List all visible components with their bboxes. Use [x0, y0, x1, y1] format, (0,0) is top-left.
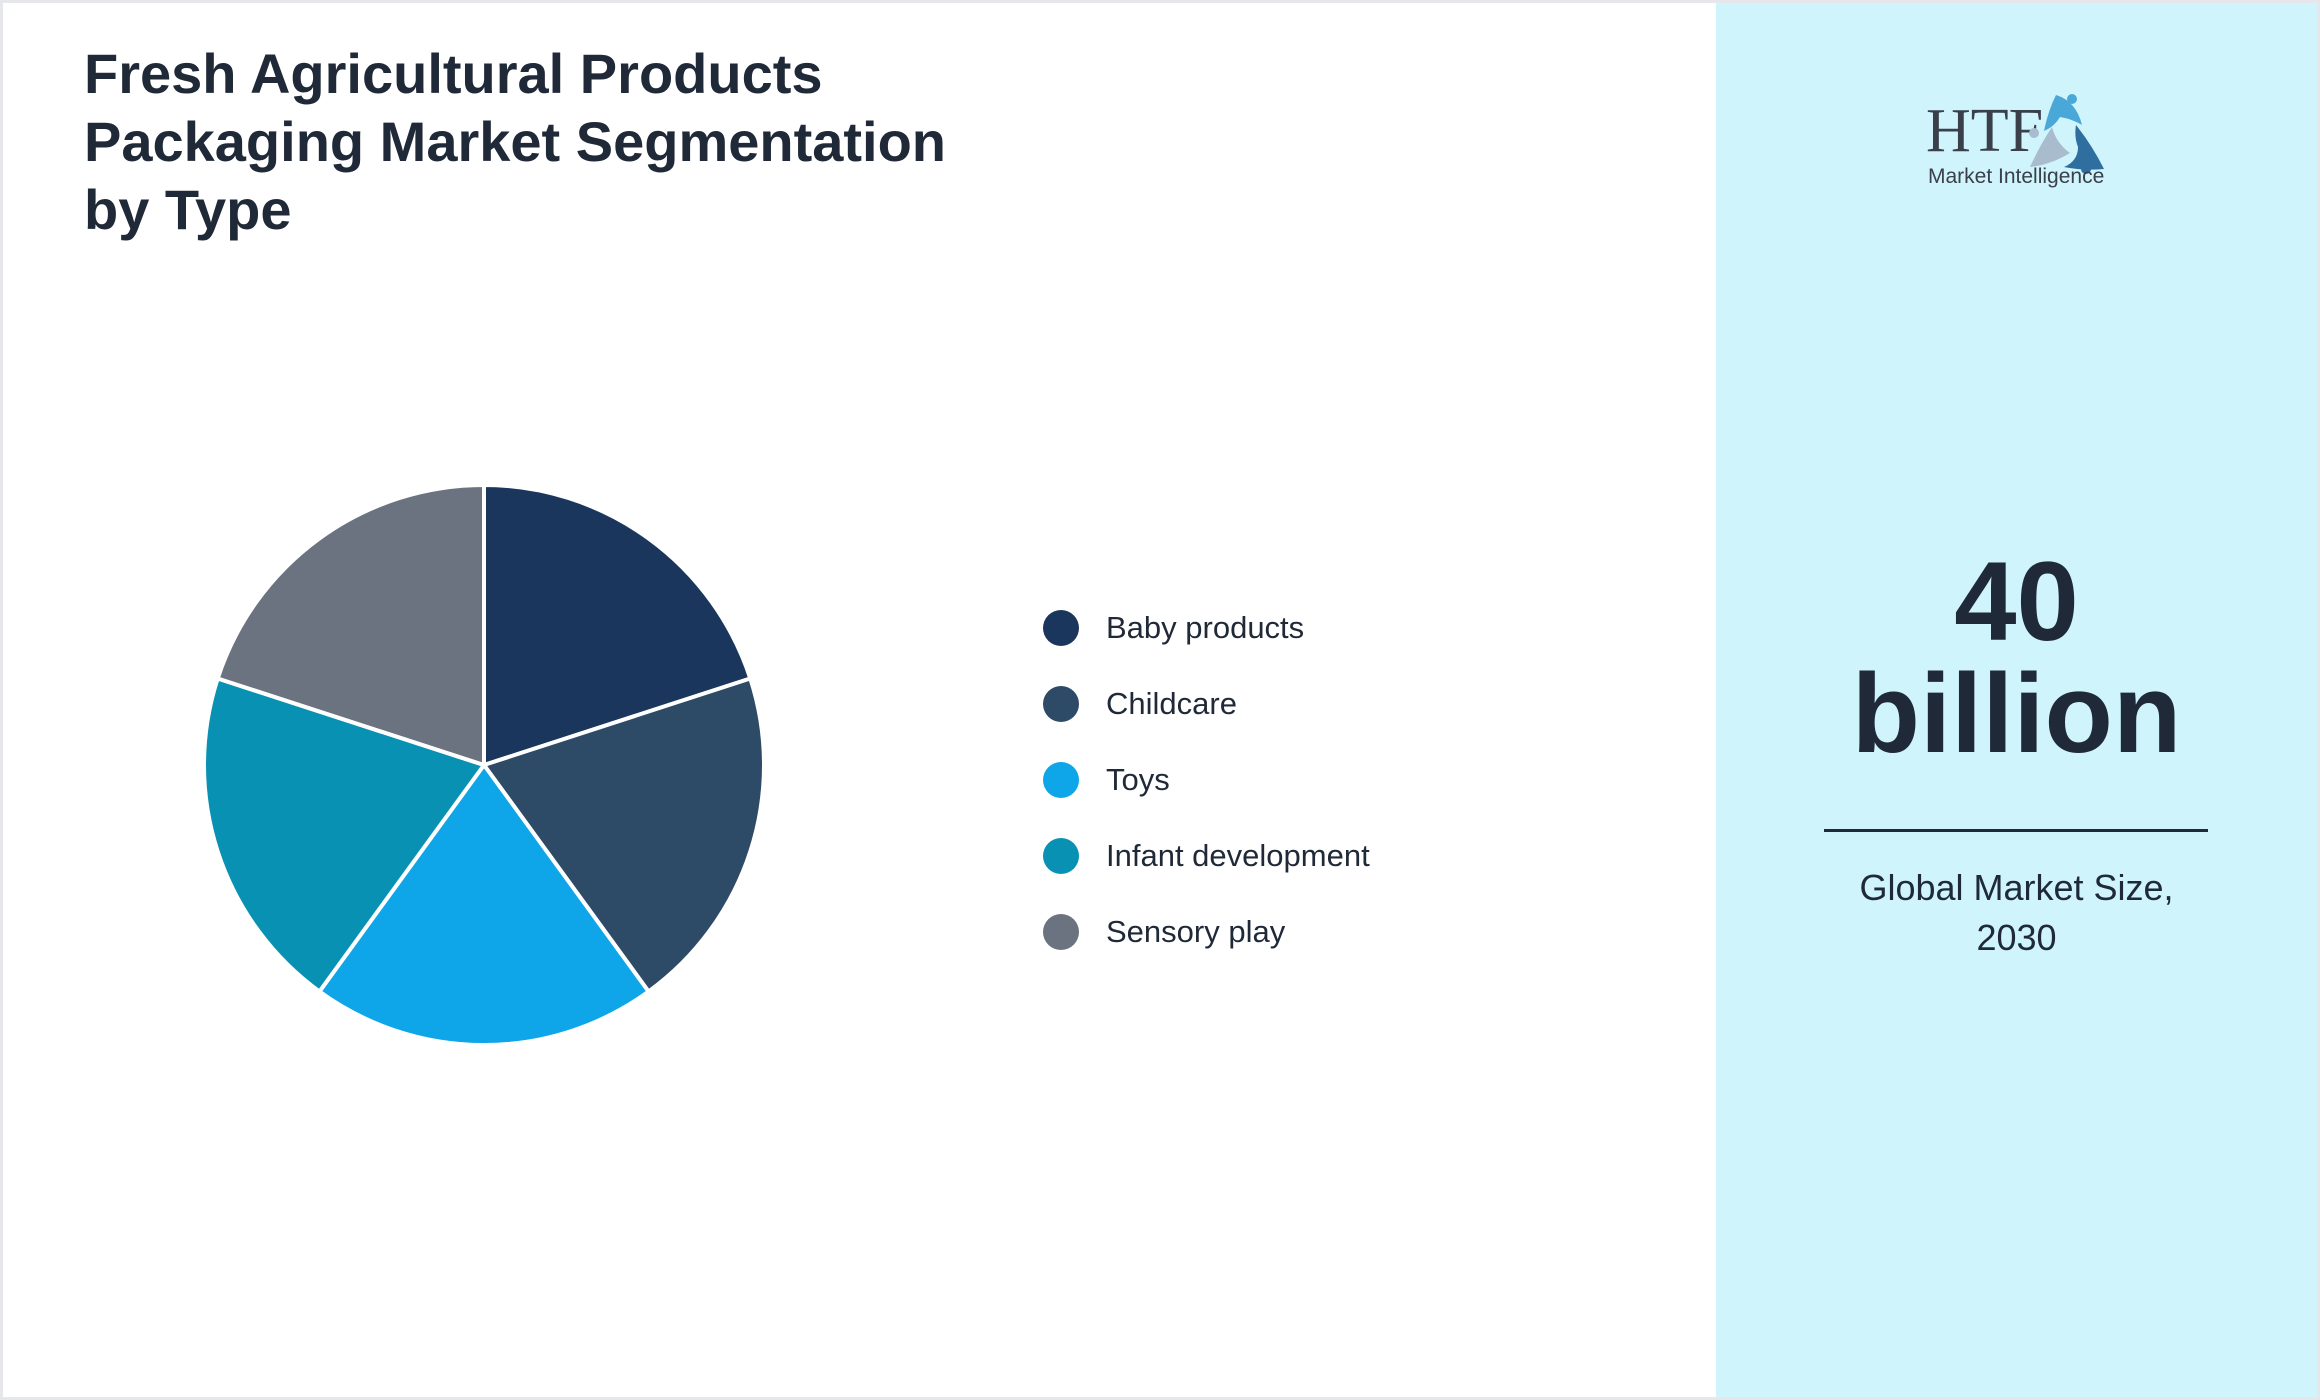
pie-slice-infant-development: [202, 675, 488, 995]
legend-item: Toys: [1043, 742, 1370, 818]
logo-subtext: Market Intelligence: [1928, 165, 2104, 188]
legend-item: Childcare: [1043, 666, 1370, 742]
pie-slice-childcare: [480, 675, 766, 995]
pie-slice-baby-products: [482, 482, 753, 768]
legend-label: Toys: [1106, 762, 1170, 797]
title-line: Fresh Agricultural Products: [84, 42, 823, 105]
legend-swatch: [1043, 610, 1079, 646]
caption-line: Global Market Size,: [1859, 867, 2174, 908]
divider: [1824, 829, 2208, 832]
pie-slice-toys: [316, 761, 652, 1047]
title-line: Packaging Market Segmentation: [84, 110, 947, 173]
pie-chart: [202, 482, 766, 1047]
legend-item: Baby products: [1043, 590, 1370, 666]
logo-text: HTF: [1926, 97, 2043, 165]
legend-item: Sensory play: [1043, 894, 1370, 970]
legend-label: Baby products: [1106, 610, 1305, 645]
market-size-caption: Global Market Size, 2030: [1716, 863, 2317, 963]
chart-title: Fresh Agricultural Products Packaging Ma…: [84, 40, 984, 244]
legend-swatch: [1043, 686, 1079, 722]
legend-label: Sensory play: [1106, 914, 1286, 949]
caption-line: 2030: [1976, 917, 2057, 958]
legend: Baby products Childcare Toys Infant deve…: [1043, 590, 1370, 970]
market-size-value: 40: [1954, 539, 2079, 664]
pie-slice-sensory-play: [215, 482, 486, 768]
title-line: by Type: [84, 178, 292, 241]
legend-item: Infant development: [1043, 818, 1370, 894]
htf-logo: HTF Market Intelligence: [1926, 94, 2104, 188]
legend-label: Infant development: [1106, 838, 1370, 873]
legend-swatch: [1043, 914, 1079, 950]
market-size-panel: HTF Market Intelligence 40 billion Globa…: [1716, 3, 2317, 1397]
legend-label: Childcare: [1106, 686, 1237, 721]
legend-swatch: [1043, 762, 1079, 798]
legend-swatch: [1043, 838, 1079, 874]
market-size-unit: billion: [1851, 651, 2182, 776]
